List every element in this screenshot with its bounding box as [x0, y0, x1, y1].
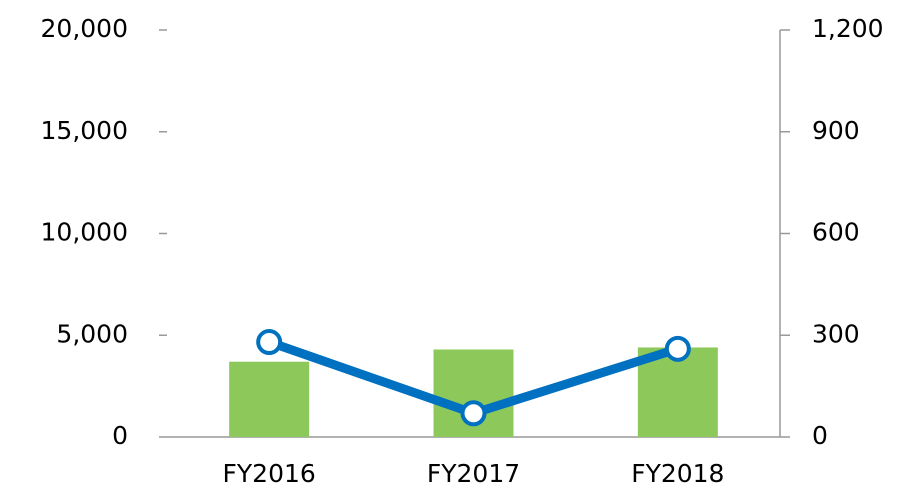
line-marker [664, 335, 691, 362]
x-tick-label: FY2017 [427, 459, 520, 488]
line-marker [460, 400, 487, 427]
y-tick-label: 15,000 [41, 116, 128, 145]
y2-tick-label: 900 [812, 116, 860, 145]
line-marker [256, 329, 283, 356]
x-tick-label: FY2016 [223, 459, 316, 488]
x-tick-label: FY2018 [631, 459, 724, 488]
y-tick-label: 5,000 [56, 319, 128, 348]
bar [637, 347, 718, 437]
y2-tick-label: 1,200 [812, 14, 884, 43]
y2-tick-label: 300 [812, 319, 860, 348]
y-tick-label: 20,000 [41, 14, 128, 43]
bar [229, 361, 310, 437]
y2-tick-label: 0 [812, 421, 828, 450]
y2-tick-label: 600 [812, 218, 860, 247]
y-tick-label: 10,000 [41, 218, 128, 247]
y-tick-label: 0 [112, 421, 128, 450]
